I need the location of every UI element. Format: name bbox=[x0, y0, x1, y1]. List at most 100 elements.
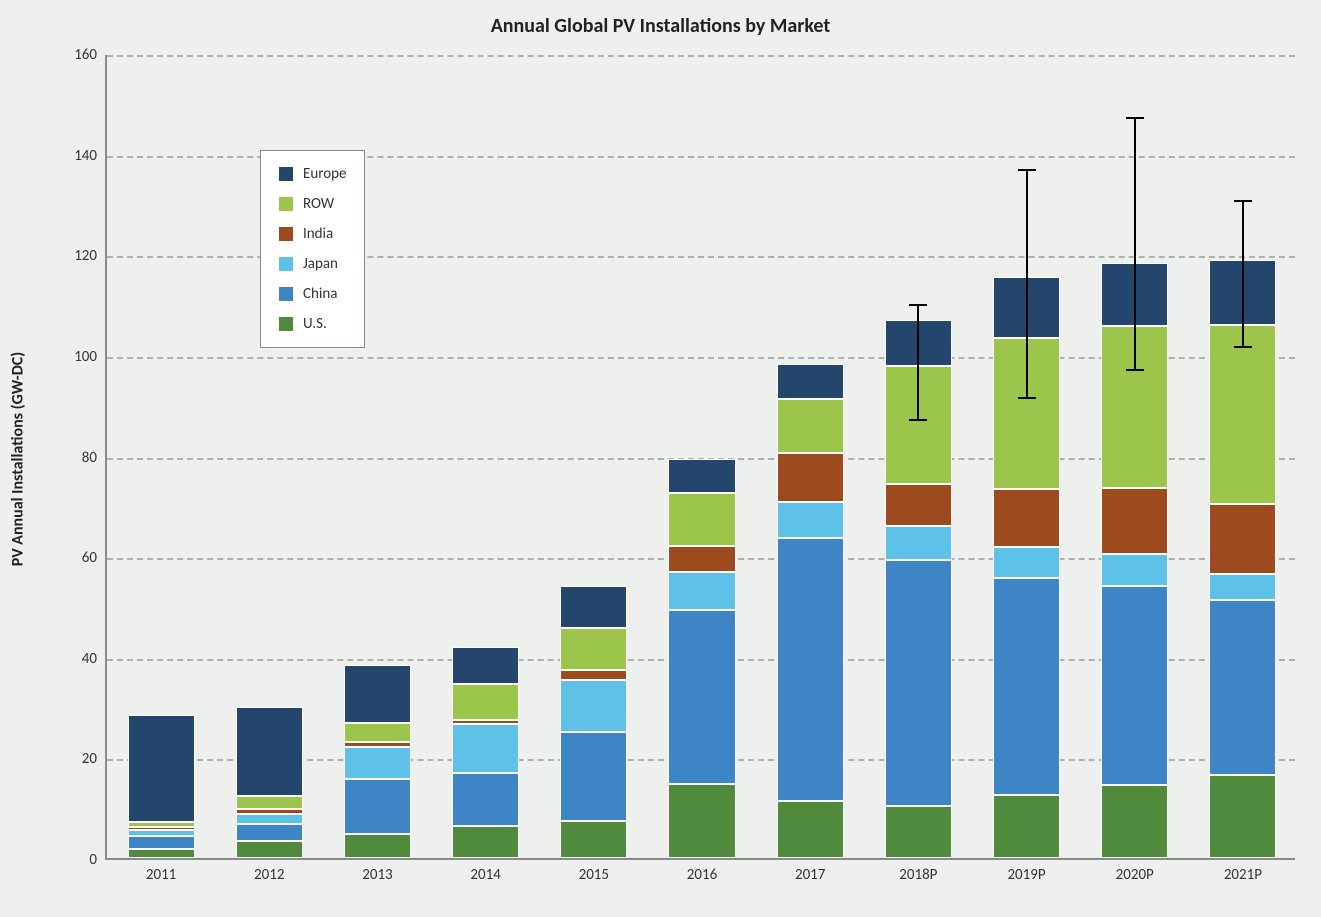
legend-label: China bbox=[303, 285, 337, 303]
bar-segment-japan bbox=[668, 572, 735, 610]
error-bar bbox=[1134, 118, 1136, 371]
chart-title: Annual Global PV Installations by Market bbox=[0, 14, 1321, 38]
error-bar bbox=[917, 305, 919, 420]
x-tick-label: 2014 bbox=[470, 866, 500, 884]
bar-segment-us bbox=[452, 826, 519, 858]
x-tick-label: 2019P bbox=[1007, 866, 1045, 884]
bar-segment-europe bbox=[344, 665, 411, 723]
legend-label: Europe bbox=[303, 165, 346, 183]
bar-segment-china bbox=[344, 779, 411, 834]
bar-segment-row bbox=[344, 723, 411, 742]
legend-swatch bbox=[279, 197, 293, 211]
bar-segment-china bbox=[1101, 586, 1168, 785]
bar-segment-india bbox=[344, 742, 411, 747]
bar-segment-china bbox=[560, 732, 627, 821]
bar-segment-japan bbox=[777, 502, 844, 538]
x-tick-label: 2017 bbox=[795, 866, 825, 884]
bar-segment-china bbox=[777, 538, 844, 801]
legend-swatch bbox=[279, 167, 293, 181]
bar-segment-china bbox=[128, 836, 195, 849]
bar-segment-china bbox=[452, 773, 519, 826]
x-tick-label: 2016 bbox=[687, 866, 717, 884]
bar-segment-india bbox=[1209, 504, 1276, 573]
bar-segment-china bbox=[885, 560, 952, 807]
x-tick-label: 2012 bbox=[254, 866, 284, 884]
error-bar-cap bbox=[1018, 397, 1036, 399]
bar-segment-row bbox=[777, 399, 844, 453]
bar-segment-us bbox=[1101, 785, 1168, 858]
bar-segment-china bbox=[993, 578, 1060, 794]
bar-segment-us bbox=[993, 795, 1060, 858]
bar-segment-japan bbox=[236, 814, 303, 824]
bar-segment-us bbox=[885, 806, 952, 858]
bar-segment-india bbox=[1101, 488, 1168, 553]
legend-swatch bbox=[279, 317, 293, 331]
y-tick-label: 20 bbox=[82, 750, 97, 768]
bar-segment-india bbox=[560, 670, 627, 680]
y-tick-label: 60 bbox=[82, 549, 97, 567]
bar-segment-europe bbox=[452, 647, 519, 684]
bar-segment-europe bbox=[668, 459, 735, 493]
bar-segment-china bbox=[668, 610, 735, 784]
bar-segment-row bbox=[452, 684, 519, 720]
y-tick-label: 140 bbox=[74, 147, 97, 165]
bar-segment-india bbox=[452, 720, 519, 724]
error-bar-cap bbox=[1234, 346, 1252, 348]
bar-segment-europe bbox=[777, 364, 844, 398]
bar-segment-china bbox=[1209, 600, 1276, 775]
bar-segment-row bbox=[128, 822, 195, 827]
legend-item-japan: Japan bbox=[275, 249, 350, 279]
bar-segment-europe bbox=[236, 707, 303, 796]
bar-segment-japan bbox=[344, 747, 411, 779]
x-tick-label: 2011 bbox=[146, 866, 176, 884]
bar-segment-europe bbox=[560, 586, 627, 628]
bar-segment-us bbox=[777, 801, 844, 858]
legend-label: U.S. bbox=[303, 315, 327, 333]
x-tick-label: 2013 bbox=[362, 866, 392, 884]
error-bar-cap bbox=[909, 419, 927, 421]
legend-item-row: ROW bbox=[275, 189, 350, 219]
legend-item-india: India bbox=[275, 219, 350, 249]
bar-segment-us bbox=[560, 821, 627, 858]
bar-segment-us bbox=[236, 841, 303, 858]
grid-line bbox=[107, 55, 1295, 57]
legend-label: India bbox=[303, 225, 333, 243]
y-tick-label: 0 bbox=[89, 851, 97, 869]
x-tick-label: 2015 bbox=[579, 866, 609, 884]
y-tick-label: 160 bbox=[74, 46, 97, 64]
bar-segment-europe bbox=[128, 715, 195, 822]
error-bar-cap bbox=[1126, 369, 1144, 371]
legend-item-china: China bbox=[275, 279, 350, 309]
bar-segment-row bbox=[1209, 325, 1276, 504]
bar-segment-india bbox=[236, 809, 303, 814]
x-tick-label: 2021P bbox=[1224, 866, 1262, 884]
error-bar-cap bbox=[909, 304, 927, 306]
error-bar-cap bbox=[1018, 169, 1036, 171]
legend: Europe ROW India Japan China U.S. bbox=[260, 150, 365, 348]
chart-container: Annual Global PV Installations by Market… bbox=[0, 0, 1321, 917]
error-bar-cap bbox=[1126, 117, 1144, 119]
bar-segment-china bbox=[236, 824, 303, 842]
legend-swatch bbox=[279, 257, 293, 271]
x-tick-label: 2020P bbox=[1116, 866, 1154, 884]
bar-segment-japan bbox=[452, 724, 519, 773]
legend-label: ROW bbox=[303, 195, 334, 213]
error-bar bbox=[1242, 201, 1244, 347]
bar-segment-us bbox=[668, 784, 735, 858]
x-tick-label: 2018P bbox=[899, 866, 937, 884]
legend-swatch bbox=[279, 227, 293, 241]
bar-segment-row bbox=[560, 628, 627, 671]
bar-segment-row bbox=[236, 796, 303, 809]
bar-segment-us bbox=[344, 834, 411, 858]
bar-segment-japan bbox=[1101, 554, 1168, 587]
legend-item-us: U.S. bbox=[275, 309, 350, 339]
y-tick-label: 100 bbox=[74, 348, 97, 366]
bar-segment-india bbox=[128, 827, 195, 830]
y-tick-label: 80 bbox=[82, 449, 97, 467]
bar-segment-japan bbox=[1209, 574, 1276, 600]
y-tick-label: 120 bbox=[74, 247, 97, 265]
y-axis-label: PV Annual Installations (GW-DC) bbox=[9, 351, 28, 565]
legend-label: Japan bbox=[303, 255, 338, 273]
bar-segment-india bbox=[668, 546, 735, 573]
error-bar-cap bbox=[1234, 200, 1252, 202]
